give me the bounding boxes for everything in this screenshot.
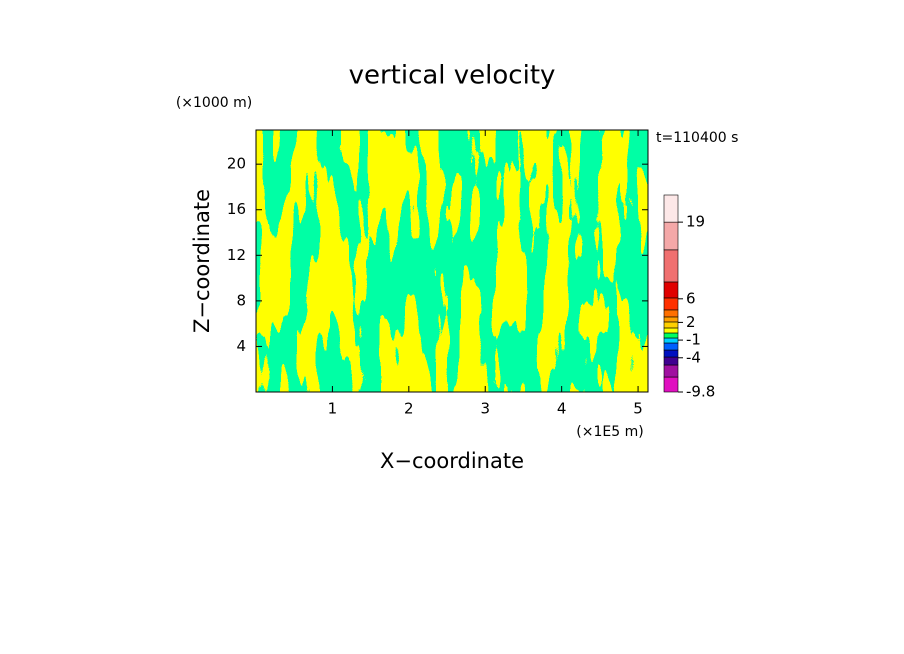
colorbar-segment	[663, 221, 679, 251]
colorbar-segment	[663, 281, 679, 299]
x-tick-label: 2	[404, 400, 414, 418]
colorbar-segment	[663, 364, 679, 378]
time-annotation: t=110400 s	[656, 130, 738, 146]
colorbar-segment	[663, 349, 679, 358]
colorbar-tick-label: 19	[686, 213, 705, 231]
x-tick-label: 3	[480, 400, 490, 418]
colorbar-segment	[663, 321, 679, 329]
colorbar-segment	[663, 249, 679, 283]
colorbar-segment	[663, 337, 679, 344]
y-unit: (×1000 m)	[176, 95, 252, 111]
contour-field	[256, 130, 648, 392]
x-tick-label: 4	[557, 400, 567, 418]
y-tick-label: 4	[236, 337, 246, 355]
colorbar-segment	[663, 297, 679, 311]
x-tick-label: 1	[328, 400, 338, 418]
colorbar-tick-label: -4	[686, 348, 701, 366]
colorbar-segment	[663, 356, 679, 366]
colorbar-tick-label: -1	[686, 331, 701, 349]
y-tick-label: 20	[227, 155, 246, 173]
y-tick-label: 8	[236, 291, 246, 309]
colorbar-segment	[663, 342, 679, 351]
y-tick-label: 12	[227, 246, 246, 264]
colorbar-segment	[663, 194, 679, 223]
colorbar-segment	[663, 376, 679, 393]
x-tick-label: 5	[633, 400, 643, 418]
plot-frame	[255, 129, 649, 393]
colorbar-segment	[663, 309, 679, 318]
y-tick-label: 16	[227, 200, 246, 218]
colorbar-tick-label: -9.8	[686, 383, 715, 401]
x-unit: (×1E5 m)	[576, 424, 643, 440]
colorbar-segment	[663, 327, 679, 334]
colorbar-tick-label: 6	[686, 289, 696, 307]
x-axis-title: X−coordinate	[380, 449, 524, 473]
colorbar-segment	[663, 316, 679, 323]
chart-title: vertical velocity	[349, 61, 556, 91]
colorbar-segment	[663, 332, 679, 339]
colorbar-tick-label: 2	[686, 313, 696, 331]
y-axis-title: Z−coordinate	[190, 189, 214, 333]
